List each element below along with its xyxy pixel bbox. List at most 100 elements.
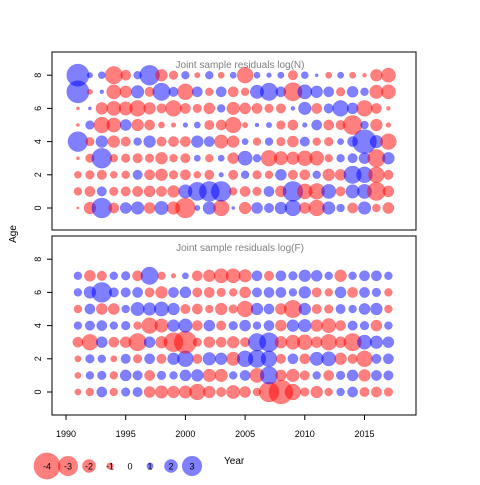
- residual-bubble-1998-age-1: [156, 185, 167, 197]
- residual-bubble-2013-age-1: [335, 186, 346, 197]
- residual-bubble-2006-age-6: [251, 102, 263, 114]
- x-tick-label: 2000: [175, 429, 195, 439]
- residual-bubble-2003-age-4: [216, 320, 227, 331]
- residual-bubble-1991-age-0: [74, 388, 82, 396]
- residual-bubble-1999-age-2: [168, 170, 179, 180]
- residual-bubble-2017-age-0: [382, 202, 395, 214]
- panel-logF-y-axis: 0 2 4 6 8: [33, 257, 52, 395]
- residual-bubble-2012-age-2: [321, 351, 337, 367]
- residual-bubble-2011-age-6: [311, 102, 323, 114]
- residual-bubble-2008-age-2: [275, 353, 286, 364]
- residual-bubble-2002-age-2: [204, 169, 215, 180]
- residual-bubble-1999-age-1: [167, 185, 180, 198]
- residual-bubble-1998-age-7: [157, 271, 166, 281]
- panel-logN: Joint sample residuals log(N) 0 2 4 6 8: [33, 51, 417, 231]
- residual-bubble-1993-age-7: [99, 89, 105, 95]
- residual-bubble-2001-age-5: [191, 303, 203, 315]
- residual-bubble-1991-age-5: [73, 304, 83, 314]
- residual-bubble-1991-age-3: [76, 156, 80, 161]
- residual-bubble-1994-age-6: [108, 287, 119, 298]
- residual-bubble-2010-age-5: [302, 122, 308, 128]
- residual-bubble-1993-age-2: [96, 169, 107, 180]
- residual-bubble-2014-age-4: [347, 320, 358, 331]
- residual-bubble-1994-age-8: [104, 66, 123, 85]
- residual-bubble-1991-age-2: [74, 355, 82, 363]
- residual-bubble-2012-age-0: [322, 201, 336, 215]
- legend-label: -4: [43, 462, 51, 472]
- residual-bubble-2017-age-6: [384, 288, 393, 297]
- residual-bubble-1992-age-4: [84, 320, 95, 331]
- residual-bubble-2001-age-7: [191, 86, 203, 98]
- residual-bubble-2003-age-8: [217, 71, 225, 79]
- legend-label: 0: [127, 462, 132, 472]
- residual-bubble-1999-age-8: [168, 70, 179, 80]
- residual-bubble-1994-age-1: [109, 371, 119, 380]
- x-axis: 1990 1995 2000 2005 2010 2015: [56, 414, 375, 439]
- residual-bubble-2003-age-6: [216, 104, 226, 113]
- residual-bubble-2006-age-8: [253, 71, 261, 79]
- residual-bubble-2014-age-2: [347, 353, 358, 364]
- y-tick-label: 2: [33, 172, 43, 177]
- residual-bubble-2004-age-4: [228, 320, 238, 331]
- residual-bubble-2010-age-0: [300, 387, 310, 397]
- residual-bubble-2014-age-0: [347, 202, 359, 214]
- residual-bubble-2015-age-0: [357, 201, 372, 215]
- residual-bubble-1998-age-6: [156, 103, 167, 114]
- x-tick-label: 2015: [354, 429, 374, 439]
- residual-bubble-1992-age-1: [84, 185, 96, 197]
- residual-bubble-2005-age-2: [240, 170, 250, 180]
- x-tick-label: 1995: [116, 429, 136, 439]
- residual-bubble-2004-age-3: [227, 152, 240, 165]
- residual-bubble-2008-age-4: [275, 319, 287, 332]
- residual-bubble-1993-age-4: [95, 135, 109, 148]
- residual-bubble-2009-age-2: [287, 169, 298, 180]
- residual-bubble-2006-age-5: [254, 122, 260, 128]
- residual-bubble-2014-age-6: [347, 286, 359, 298]
- residual-bubble-2012-age-5: [324, 304, 334, 314]
- residual-bubble-1992-age-5: [84, 303, 96, 315]
- residual-bubble-1998-age-3: [155, 151, 168, 165]
- residual-bubble-2010-age-6: [298, 286, 312, 299]
- panel-logF-bubbles: [72, 266, 395, 405]
- legend-label: 1: [147, 462, 152, 472]
- residual-bubble-2004-age-5: [224, 116, 242, 134]
- residual-bubble-1992-age-4: [85, 136, 95, 147]
- residual-bubble-1992-age-8: [86, 72, 93, 79]
- residual-bubble-1999-age-4: [167, 319, 180, 332]
- residual-bubble-1991-age-0: [76, 206, 80, 210]
- y-tick-label: 4: [33, 323, 43, 328]
- residual-bubble-2003-age-0: [212, 199, 230, 217]
- x-axis-label: Year: [224, 456, 245, 467]
- residual-bubble-2013-age-0: [336, 203, 345, 213]
- residual-bubble-2014-age-7: [346, 85, 359, 98]
- residual-bubble-1994-age-5: [106, 117, 122, 133]
- residual-bubble-2012-age-0: [324, 387, 333, 397]
- panel-logN-frame: [51, 51, 417, 231]
- residual-bubble-2008-age-8: [277, 71, 285, 79]
- residual-bubble-2004-age-3: [226, 335, 240, 349]
- residual-bubble-1994-age-1: [109, 186, 119, 197]
- residual-bubble-1991-age-7: [73, 271, 83, 281]
- residual-bubble-1994-age-7: [106, 84, 122, 100]
- residual-bubble-1998-age-5: [158, 121, 165, 129]
- residual-bubble-2011-age-3: [309, 150, 325, 166]
- residual-bubble-2000-age-8: [181, 70, 190, 80]
- residual-bubble-2015-age-1: [358, 369, 371, 382]
- residual-bubble-1994-age-4: [107, 135, 121, 148]
- x-tick-label: 1990: [56, 429, 76, 439]
- residual-bubble-2012-age-3: [324, 153, 333, 163]
- residual-bubble-1991-age-1: [73, 187, 83, 196]
- residual-bubble-2000-age-4: [179, 136, 191, 148]
- y-tick-label: 0: [33, 205, 43, 210]
- residual-bubble-1998-age-8: [155, 68, 168, 82]
- residual-bubble-2011-age-4: [310, 319, 323, 332]
- residual-bubble-1998-age-7: [152, 82, 171, 101]
- residual-bubble-2009-age-2: [287, 353, 299, 365]
- residual-bubble-2005-age-7: [238, 269, 252, 283]
- residual-bubble-2012-age-1: [323, 369, 335, 381]
- residual-bubble-1998-age-0: [154, 385, 169, 399]
- residual-bubble-2001-age-5: [193, 121, 201, 129]
- residual-bubble-1991-age-5: [76, 123, 80, 127]
- residual-bubble-2011-age-5: [311, 303, 322, 315]
